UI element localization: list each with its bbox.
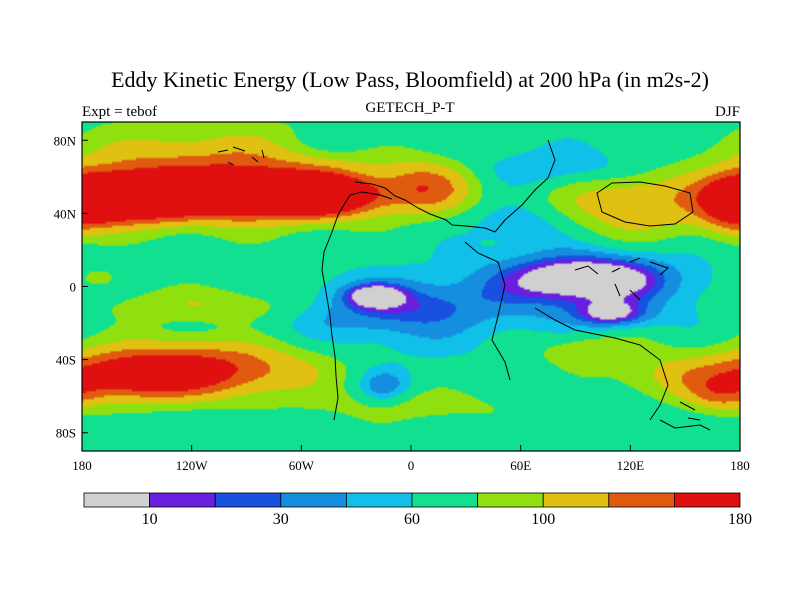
colorbar-swatch: [149, 492, 216, 508]
colorbar: 10 30 60 100 180: [83, 492, 752, 528]
left-subtitle: Expt = tebof: [82, 104, 157, 120]
coast-far-east: [659, 419, 711, 431]
center-subtitle: GETECH_P-T: [365, 100, 454, 116]
coast-east-continent: [534, 307, 669, 421]
x-tick-label: 0: [408, 458, 415, 473]
coast-northeast: [494, 139, 556, 233]
field-contour-image: [82, 122, 740, 451]
coast-islands-north: [217, 146, 265, 166]
colorbar-swatch: [477, 492, 544, 508]
colorbar-swatch: [214, 492, 282, 508]
colorbar-label: 10: [142, 511, 158, 528]
colorbar-label: 180: [728, 511, 752, 528]
y-tick-label: 80N: [54, 133, 77, 148]
x-tick-label: 60W: [289, 458, 315, 473]
x-tick-label: 180: [730, 458, 750, 473]
chart-title: Eddy Kinetic Energy (Low Pass, Bloomfiel…: [111, 67, 709, 92]
x-tick-label: 60E: [510, 458, 531, 473]
coastline-overlay: [217, 139, 711, 431]
coast-south-america: [329, 315, 339, 421]
colorbar-label: 30: [273, 511, 289, 528]
x-tick-label: 120E: [617, 458, 645, 473]
x-tick-label: 180: [72, 458, 92, 473]
x-tick-label: 120W: [176, 458, 209, 473]
y-tick-label: 0: [70, 280, 77, 295]
map-frame: 180 120W 60W 0 60E 120E 180 80N 40N 0 40S 80S: [54, 121, 750, 473]
x-axis: 180 120W 60W 0 60E 120E 180: [72, 445, 750, 473]
coast-africa-like: [464, 241, 511, 381]
colorbar-label: 60: [404, 511, 420, 528]
coast-north-america: [354, 181, 496, 233]
colorbar-swatch: [411, 492, 478, 508]
colorbar-swatch: [674, 492, 741, 508]
colorbar-swatch: [542, 492, 610, 508]
colorbar-swatch: [608, 492, 675, 508]
colorbar-swatch: [83, 492, 150, 508]
closed-contour-ring: [596, 181, 694, 227]
right-subtitle: DJF: [715, 104, 740, 120]
y-tick-label: 40N: [54, 206, 77, 221]
coast-central-america: [344, 191, 393, 204]
y-axis: 80N 40N 0 40S 80S: [54, 133, 88, 441]
colorbar-swatch: [280, 492, 347, 508]
y-tick-label: 40S: [56, 353, 76, 368]
y-tick-label: 80S: [56, 426, 76, 441]
colorbar-label: 100: [531, 511, 555, 528]
colorbar-swatch: [345, 492, 413, 508]
coast-pacific-west: [321, 202, 346, 317]
coast-islands-east: [574, 257, 669, 301]
coast-islands-southeast: [679, 401, 701, 421]
